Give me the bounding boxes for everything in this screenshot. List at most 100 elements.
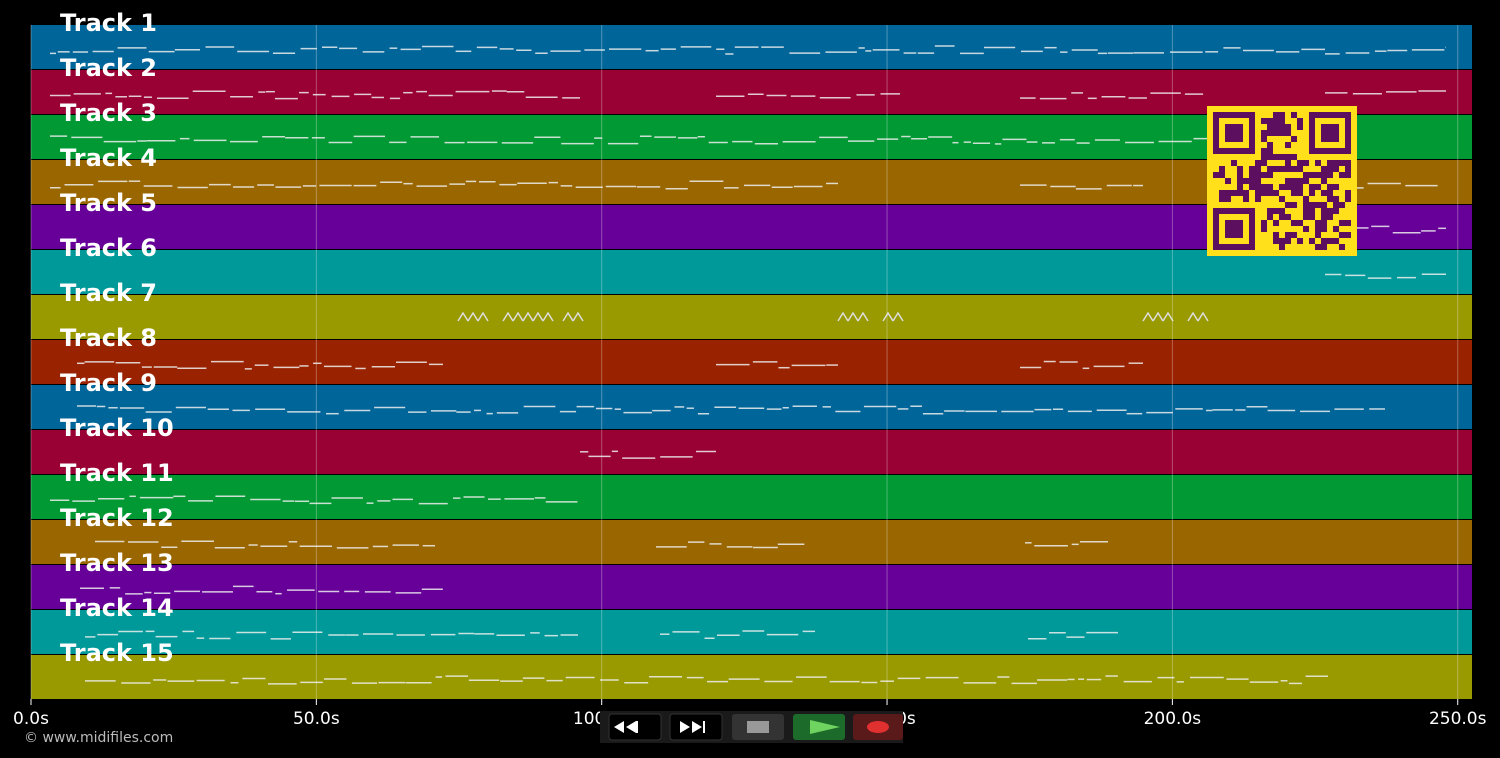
qr-cell: [1315, 244, 1321, 250]
qr-cell: [1291, 220, 1297, 226]
qr-cell: [1309, 190, 1315, 196]
stop-button[interactable]: [732, 714, 784, 740]
qr-cell: [1273, 166, 1279, 172]
qr-cell: [1327, 184, 1333, 190]
qr-cell: [1321, 208, 1327, 214]
qr-cell: [1297, 124, 1303, 130]
track-label: Track 3: [60, 99, 157, 127]
qr-cell: [1315, 226, 1321, 232]
qr-cell: [1291, 190, 1297, 196]
qr-cell: [1285, 178, 1291, 184]
track-label: Track 8: [60, 324, 157, 352]
qr-cell: [1267, 184, 1273, 190]
track-label: Track 11: [60, 459, 174, 487]
qr-cell: [1285, 202, 1291, 208]
track-label: Track 2: [60, 54, 157, 82]
qr-cell: [1279, 154, 1285, 160]
qr-cell: [1297, 190, 1303, 196]
qr-cell: [1297, 238, 1303, 244]
rewind-button[interactable]: [608, 713, 662, 741]
forward-button[interactable]: [669, 713, 723, 741]
qr-cell: [1273, 130, 1279, 136]
qr-cell: [1339, 244, 1345, 250]
track-band: [31, 565, 1472, 609]
track-label: Track 9: [60, 369, 157, 397]
qr-cell: [1327, 172, 1333, 178]
notes: [50, 45, 1446, 685]
track-band: [31, 430, 1472, 474]
qr-cell: [1255, 178, 1261, 184]
transport-controls: [600, 711, 903, 743]
qr-cell: [1327, 166, 1333, 172]
qr-cell: [1327, 238, 1333, 244]
qr-cell: [1309, 208, 1315, 214]
play-button[interactable]: [793, 714, 845, 740]
qr-cell: [1273, 238, 1279, 244]
qr-cell: [1291, 112, 1297, 118]
qr-cell: [1285, 184, 1291, 190]
qr-cell: [1339, 172, 1345, 178]
qr-cell: [1345, 160, 1351, 166]
qr-cell: [1327, 208, 1333, 214]
qr-cell: [1327, 190, 1333, 196]
record-button[interactable]: [853, 714, 903, 740]
qr-cell: [1267, 148, 1273, 154]
qr-cell: [1333, 208, 1339, 214]
track-label: Track 10: [60, 414, 174, 442]
qr-cell: [1225, 178, 1231, 184]
track-label: Track 6: [60, 234, 157, 262]
qr-cell: [1285, 124, 1291, 130]
qr-cell: [1345, 172, 1351, 178]
track-label: Track 4: [60, 144, 157, 172]
qr-cell: [1261, 118, 1267, 124]
qr-cell: [1249, 172, 1255, 178]
qr-cell: [1345, 232, 1351, 238]
qr-cell: [1333, 196, 1339, 202]
grid: [30, 25, 1459, 699]
qr-cell: [1273, 190, 1279, 196]
qr-cell: [1273, 208, 1279, 214]
qr-cell: [1315, 172, 1321, 178]
qr-cell: [1321, 214, 1327, 220]
track-band: [31, 655, 1472, 699]
qr-cell: [1267, 124, 1273, 130]
qr-cell: [1243, 196, 1249, 202]
qr-cell: [1321, 220, 1327, 226]
qr-cell: [1255, 172, 1261, 178]
qr-cell: [1261, 136, 1267, 142]
track-label: Track 13: [60, 549, 174, 577]
qr-cell: [1297, 184, 1303, 190]
qr-cell: [1291, 136, 1297, 142]
qr-cell: [1279, 208, 1285, 214]
track-label: Track 7: [60, 279, 157, 307]
qr-cell: [1279, 214, 1285, 220]
qr-cell: [1333, 166, 1339, 172]
qr-cell: [1219, 172, 1225, 178]
qr-cell: [1345, 196, 1351, 202]
qr-cell: [1285, 214, 1291, 220]
track-label: Track 14: [60, 594, 174, 622]
qr-cell: [1321, 178, 1327, 184]
qr-cell: [1327, 214, 1333, 220]
qr-cell: [1255, 190, 1261, 196]
qr-cell: [1291, 184, 1297, 190]
qr-cell: [1333, 184, 1339, 190]
qr-cell: [1321, 190, 1327, 196]
qr-cell: [1333, 226, 1339, 232]
qr-cell: [1309, 184, 1315, 190]
qr-cell: [1273, 124, 1279, 130]
qr-cell: [1303, 172, 1309, 178]
qr-cell: [1321, 244, 1327, 250]
qr-cell: [1273, 118, 1279, 124]
qr-cell: [1273, 112, 1279, 118]
qr-cell: [1345, 220, 1351, 226]
qr-cell: [1291, 202, 1297, 208]
track-band: [31, 250, 1472, 294]
qr-cell: [1309, 202, 1315, 208]
qr-cell: [1261, 160, 1267, 166]
qr-cell: [1303, 196, 1309, 202]
qr-cell: [1267, 166, 1273, 172]
qr-cell: [1285, 232, 1291, 238]
qr-cell: [1219, 166, 1225, 172]
